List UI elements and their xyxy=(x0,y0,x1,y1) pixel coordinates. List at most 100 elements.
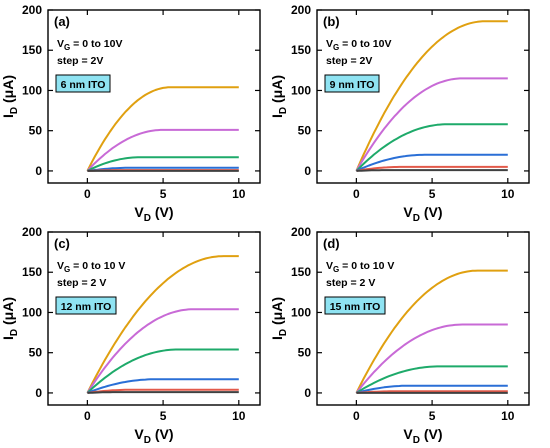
annotation-v: V xyxy=(326,38,333,50)
annotation-range: = 0 to 10V xyxy=(339,38,391,50)
curve-vg-4v xyxy=(355,153,508,172)
annotation-v: V xyxy=(57,38,64,50)
annotation-v: V xyxy=(57,260,64,272)
y-tick-label: 50 xyxy=(29,346,43,360)
curve-vg-6v xyxy=(355,365,508,394)
curve-vg-4v xyxy=(87,378,239,394)
x-axis-label-main: V xyxy=(134,204,144,220)
x-axis-label-unit: (V) xyxy=(151,204,174,220)
curve-vg-10v xyxy=(86,86,239,172)
plot-frame xyxy=(47,9,261,184)
x-axis-label-subscript: D xyxy=(144,435,151,446)
y-tick-label: 150 xyxy=(291,265,311,279)
thickness-badge xyxy=(324,74,380,93)
x-tick-label: 5 xyxy=(429,187,436,201)
curve-vg-4v xyxy=(356,384,508,394)
x-tick-label: 10 xyxy=(232,409,246,423)
thickness-badge-label: 6 nm ITO xyxy=(61,79,106,91)
annotation-step: step = 2 V xyxy=(326,277,375,289)
y-axis-label-main: I xyxy=(269,114,285,118)
y-axis-label-main: I xyxy=(0,336,16,340)
x-axis-label-main: V xyxy=(134,426,144,442)
curve-vg-0v xyxy=(356,169,508,172)
annotation-subscript: G xyxy=(64,43,70,52)
thickness-badge xyxy=(55,74,111,93)
curve-vg-4v xyxy=(87,166,239,172)
panel-letter: (b) xyxy=(323,14,340,29)
panel-letter: (a) xyxy=(54,14,70,29)
x-axis-label-unit: (V) xyxy=(420,204,443,220)
y-axis-label-main: I xyxy=(269,336,285,340)
x-tick-label: 0 xyxy=(84,409,91,423)
curve-vg-10v xyxy=(355,269,508,394)
curve-vg-2v xyxy=(87,388,239,394)
annotation-range: = 0 to 10 V xyxy=(339,260,394,272)
curve-vg-10v xyxy=(86,255,239,394)
x-axis-label-subscript: D xyxy=(413,213,420,224)
thickness-badge xyxy=(55,296,117,315)
y-axis-label: ID (μA) xyxy=(0,75,20,118)
annotation-step: step = 2V xyxy=(57,55,103,67)
curve-vg-8v xyxy=(86,128,239,172)
annotation-gate-range: VG = 0 to 10V xyxy=(326,38,391,52)
y-tick-label: 150 xyxy=(291,43,311,57)
y-axis-label: ID (μA) xyxy=(269,297,289,340)
y-tick-label: 50 xyxy=(298,346,312,360)
y-tick-label: 100 xyxy=(291,305,311,319)
x-axis-label: VD (V) xyxy=(134,426,173,446)
curve-vg-2v xyxy=(356,165,508,172)
annotation-subscript: G xyxy=(333,265,339,274)
panel-letter: (d) xyxy=(323,236,340,251)
x-axis-label-subscript: D xyxy=(413,435,420,446)
x-axis-label: VD (V) xyxy=(403,204,442,224)
y-axis-label: ID (μA) xyxy=(0,297,20,340)
annotation-gate-range: VG = 0 to 10 V xyxy=(326,260,394,274)
y-tick-label: 100 xyxy=(22,305,42,319)
annotation-v: V xyxy=(326,260,333,272)
x-tick-label: 5 xyxy=(160,187,167,201)
x-axis-label-main: V xyxy=(403,204,413,220)
annotation-subscript: G xyxy=(333,43,339,52)
curve-vg-6v xyxy=(86,348,239,394)
y-tick-label: 0 xyxy=(304,164,311,178)
curve-vg-8v xyxy=(355,77,508,172)
thickness-badge xyxy=(324,296,386,315)
plot-frame xyxy=(47,231,261,406)
x-axis-label: VD (V) xyxy=(134,204,173,224)
x-tick-label: 0 xyxy=(353,187,360,201)
annotation-gate-range: VG = 0 to 10V xyxy=(57,38,122,52)
y-tick-label: 50 xyxy=(29,124,43,138)
annotation-subscript: G xyxy=(64,265,70,274)
curve-vg-2v xyxy=(356,390,508,394)
y-axis-label-unit: (μA) xyxy=(0,75,16,107)
y-tick-label: 150 xyxy=(22,265,42,279)
x-axis-label-subscript: D xyxy=(144,213,151,224)
annotation-range: = 0 to 10V xyxy=(70,38,122,50)
annotation-gate-range: VG = 0 to 10 V xyxy=(57,260,125,274)
panel-letter: (c) xyxy=(54,236,70,251)
thickness-badge-label: 15 nm ITO xyxy=(330,301,381,313)
curve-vg-0v xyxy=(87,391,239,394)
y-tick-label: 100 xyxy=(22,83,42,97)
x-tick-label: 5 xyxy=(429,409,436,423)
thickness-badge-label: 9 nm ITO xyxy=(330,79,375,91)
y-tick-label: 0 xyxy=(35,164,42,178)
y-tick-label: 150 xyxy=(22,43,42,57)
x-axis-label: VD (V) xyxy=(403,426,442,446)
curve-vg-8v xyxy=(86,308,239,394)
y-axis-label-subscript: D xyxy=(9,329,20,336)
x-axis-label-unit: (V) xyxy=(420,426,443,442)
y-tick-label: 100 xyxy=(291,83,311,97)
y-tick-label: 0 xyxy=(304,386,311,400)
x-tick-label: 10 xyxy=(501,187,515,201)
plot-frame xyxy=(316,9,530,184)
annotation-range: = 0 to 10 V xyxy=(70,260,125,272)
y-tick-label: 200 xyxy=(291,225,311,239)
curve-vg-8v xyxy=(355,323,508,394)
y-tick-label: 200 xyxy=(291,3,311,17)
y-axis-label-unit: (μA) xyxy=(269,297,285,329)
